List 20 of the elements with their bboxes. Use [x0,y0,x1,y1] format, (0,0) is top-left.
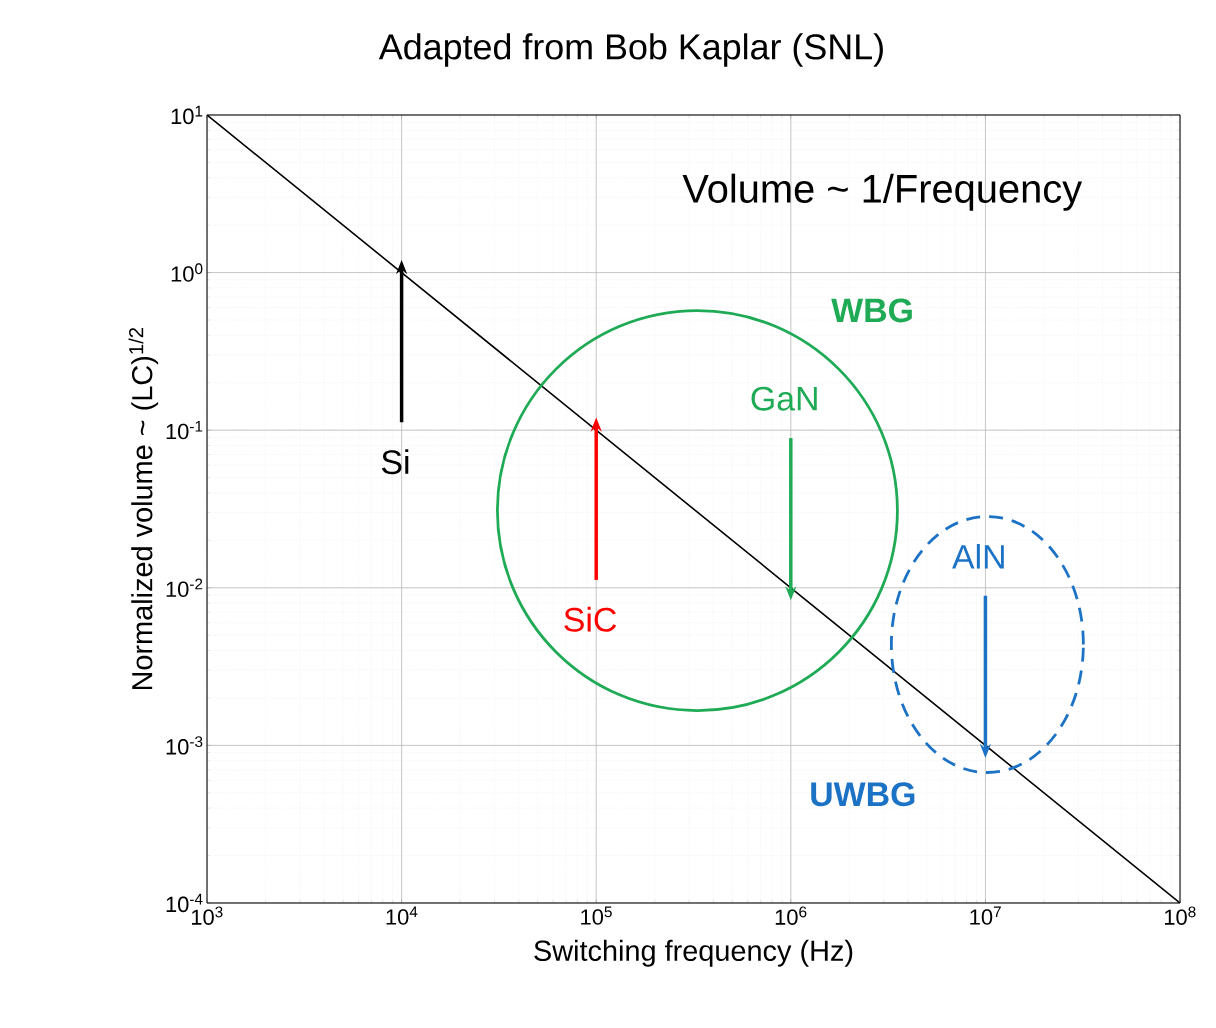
y-tick-label: 10$^{-3}$ [166,736,203,755]
annotation: SiC [564,606,617,632]
annotation: AlN [952,544,1004,569]
y-tick-label: 10$^{1}$ [171,105,203,125]
annotation: UWBG [811,782,915,807]
y-tick-label: 10$^{-2}$ [166,578,203,598]
annotation: WBG [831,298,912,323]
y-tick-label: 10$^{-1}$ [166,421,203,440]
chart-title: Adapted from Bob Kaplar (SNL) [378,33,883,67]
annotation: GaN [751,386,817,411]
x-tick-label: 10$^{7}$ [970,906,1001,925]
annotation: Volume ~ 1/Frequency [682,173,1083,211]
y-axis-title: Normalized volume ~ (LC)$^{1/2}$ [128,328,159,690]
x-tick-label: 10$^{6}$ [775,906,807,925]
x-tick-label: 10$^{5}$ [581,906,612,925]
y-tick-label: 10$^{0}$ [171,263,203,282]
annotation: Si [381,449,409,475]
x-tick-label: 10$^{8}$ [1164,906,1196,925]
x-tick-label: 10$^{4}$ [386,906,418,925]
x-axis-title: Switching frequency (Hz) [534,939,853,967]
